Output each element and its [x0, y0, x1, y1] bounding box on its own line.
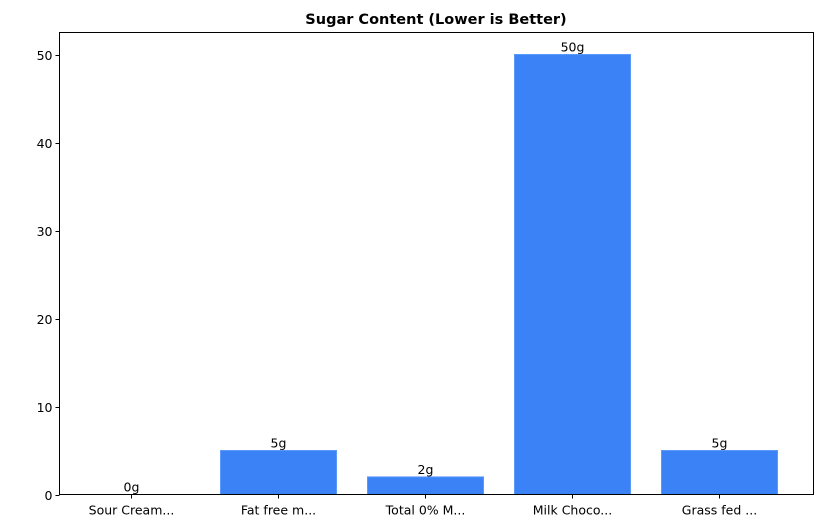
x-tick-label: Fat free m... — [241, 503, 316, 518]
bar — [220, 450, 337, 495]
bar — [661, 450, 778, 495]
bar-value-label: 2g — [418, 462, 434, 477]
bar-value-label: 0g — [124, 480, 140, 495]
y-tick-label: 40 — [37, 136, 53, 151]
y-tick-label: 20 — [37, 312, 53, 327]
plot-frame — [59, 32, 814, 495]
x-tick-label: Total 0% M... — [385, 503, 466, 518]
bar-value-label: 5g — [271, 436, 287, 451]
x-tick-label: Grass fed ... — [682, 503, 757, 518]
y-tick-label: 30 — [37, 224, 53, 239]
x-tick-label: Milk Choco... — [533, 503, 612, 518]
chart-title: Sugar Content (Lower is Better) — [305, 12, 566, 28]
y-tick-label: 50 — [37, 48, 53, 63]
y-tick-label: 10 — [37, 400, 53, 415]
bar-value-label: 50g — [561, 40, 585, 55]
bar-value-label: 5g — [712, 436, 728, 451]
x-tick-label: Sour Cream... — [89, 503, 175, 518]
bar — [367, 476, 484, 495]
bar — [514, 54, 631, 495]
y-tick-label: 0 — [45, 488, 53, 503]
